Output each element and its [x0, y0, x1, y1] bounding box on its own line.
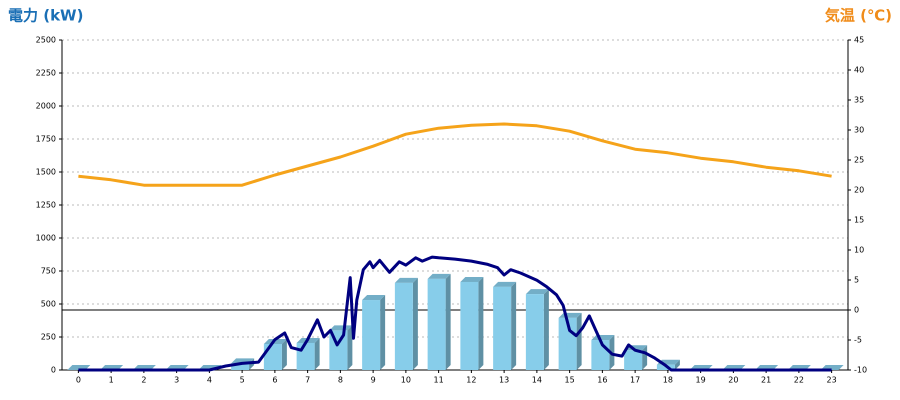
y-tick-label: 2500 — [36, 36, 56, 45]
bar-part — [624, 350, 643, 370]
x-tick-label: 3 — [174, 376, 179, 385]
bar — [296, 337, 320, 370]
bar-part — [412, 277, 418, 370]
x-tick-label: 15 — [565, 376, 575, 385]
x-tick-label: 14 — [532, 376, 542, 385]
y2-tick-label: -10 — [854, 366, 867, 375]
y-tick-label: 0 — [51, 366, 56, 375]
y2-tick-label: 10 — [854, 246, 864, 255]
bar-part — [478, 276, 484, 370]
bar-part — [347, 325, 353, 370]
line-series — [78, 255, 832, 372]
bar-part — [445, 273, 451, 370]
y2-tick-label: 35 — [854, 96, 864, 105]
bar-part — [281, 338, 287, 370]
bar-part — [231, 363, 250, 370]
bar-part — [427, 273, 451, 279]
bar — [493, 281, 517, 370]
bar-part — [296, 342, 315, 370]
x-tick-label: 20 — [728, 376, 738, 385]
y2-tick-label: 25 — [854, 156, 864, 165]
bar-part — [394, 277, 418, 283]
x-tick-label: 12 — [466, 376, 476, 385]
x-tick-label: 8 — [338, 376, 343, 385]
y-tick-label: 750 — [41, 267, 56, 276]
x-tick-label: 16 — [597, 376, 607, 385]
y-tick-label: 500 — [41, 300, 56, 309]
y2-tick-label: 45 — [854, 36, 864, 45]
x-tick-label: 7 — [305, 376, 310, 385]
bar-part — [314, 337, 320, 370]
x-tick-label: 5 — [240, 376, 245, 385]
y2-tick-label: 5 — [854, 276, 859, 285]
x-tick-label: 11 — [434, 376, 444, 385]
bar-part — [263, 338, 287, 344]
y-tick-label: 2000 — [36, 102, 56, 111]
bar-part — [525, 294, 544, 370]
bar-part — [427, 278, 446, 370]
bar-part — [362, 300, 381, 370]
bar — [427, 273, 451, 370]
y-tick-label: 1750 — [36, 135, 56, 144]
bar — [394, 277, 418, 370]
x-tick-label: 10 — [401, 376, 411, 385]
bar-part — [674, 359, 680, 370]
x-tick-label: 18 — [663, 376, 673, 385]
y2-tick-label: 30 — [854, 126, 864, 135]
bar-part — [394, 282, 413, 370]
y-tick-label: 1250 — [36, 201, 56, 210]
bar — [263, 338, 287, 370]
y2-tick-label: 0 — [854, 306, 859, 315]
x-tick-label: 9 — [371, 376, 376, 385]
y-axis-title: 電力 (kW) — [8, 7, 83, 25]
x-tick-label: 1 — [109, 376, 114, 385]
x-tick-label: 22 — [794, 376, 804, 385]
bar-part — [460, 276, 484, 282]
x-tick-label: 17 — [630, 376, 640, 385]
y2-tick-label: -5 — [854, 336, 862, 345]
x-tick-label: 0 — [76, 376, 81, 385]
bar — [460, 276, 484, 370]
bar — [525, 289, 549, 370]
bar-part — [362, 295, 386, 301]
bar-part — [591, 340, 610, 370]
x-tick-label: 6 — [272, 376, 277, 385]
x-tick-label: 21 — [761, 376, 771, 385]
x-tick-label: 13 — [499, 376, 509, 385]
x-tick-label: 2 — [141, 376, 146, 385]
x-tick-label: 23 — [827, 376, 837, 385]
bar-part — [493, 286, 512, 370]
y-tick-label: 1000 — [36, 234, 56, 243]
x-tick-label: 19 — [696, 376, 706, 385]
bar — [362, 295, 386, 370]
x-tick-label: 4 — [207, 376, 212, 385]
y-tick-label: 1500 — [36, 168, 56, 177]
line-series — [78, 122, 832, 187]
bar-part — [460, 281, 479, 370]
bar-part — [380, 295, 386, 370]
bar-part — [263, 343, 282, 370]
y2-axis-title: 気温 (℃) — [825, 7, 892, 25]
bar-part — [576, 312, 582, 370]
y2-tick-label: 40 — [854, 66, 864, 75]
y-tick-label: 250 — [41, 333, 56, 342]
bar-part — [511, 281, 517, 370]
bar-part — [493, 281, 517, 287]
bar — [558, 312, 582, 370]
y-tick-label: 2250 — [36, 69, 56, 78]
y2-tick-label: 15 — [854, 216, 864, 225]
bar-part — [543, 289, 549, 370]
y2-tick-label: 20 — [854, 186, 864, 195]
bar-part — [525, 289, 549, 295]
bar-part — [329, 325, 353, 331]
